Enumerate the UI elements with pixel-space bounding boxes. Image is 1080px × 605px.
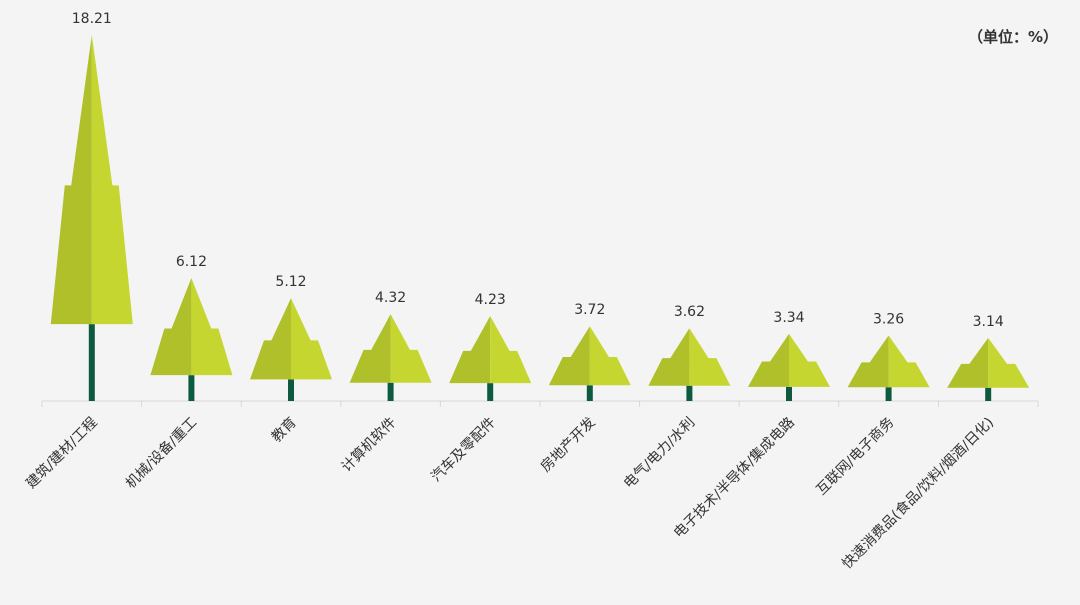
tree-foliage-upper-right	[390, 314, 412, 353]
data-label: 3.26	[873, 311, 904, 327]
tree-foliage-upper-right	[988, 337, 1010, 367]
tree-foliage-lower-left	[748, 361, 789, 387]
tree-foliage-upper-left	[668, 328, 690, 362]
tree-foliage-upper-right	[291, 298, 312, 344]
tree-foliage-lower-right	[390, 349, 432, 383]
tree-foliage-lower-right	[789, 361, 830, 387]
tree-foliage-upper-left	[270, 298, 291, 344]
tree-trunk	[786, 386, 792, 401]
data-label: 3.62	[674, 304, 705, 320]
tree-foliage-lower-left	[150, 328, 192, 376]
tree-bar: 18.21	[50, 11, 133, 401]
tree-foliage-lower-left	[648, 358, 690, 386]
tree-trunk	[586, 385, 593, 401]
tree-foliage-upper-right	[689, 328, 711, 362]
tree-bar: 3.62	[648, 304, 731, 401]
tree-foliage-lower-left	[449, 350, 491, 384]
data-label: 3.72	[574, 302, 605, 318]
category-label: 电气/电力/水利	[621, 415, 698, 492]
tree-bar: 3.14	[947, 314, 1030, 401]
data-label: 4.23	[475, 292, 506, 308]
tree-trunk	[885, 387, 892, 401]
tree-foliage-upper-right	[888, 335, 910, 366]
tree-foliage-lower-left	[50, 185, 92, 325]
tree-foliage-lower-right	[191, 328, 233, 376]
tree-foliage-upper-left	[867, 335, 889, 366]
category-label: 计算机软件	[339, 415, 400, 476]
tree-bar: 3.34	[748, 310, 830, 401]
data-label: 5.12	[275, 274, 306, 290]
category-label: 建筑/建材/工程	[23, 415, 100, 492]
tree-foliage-upper-left	[70, 34, 92, 189]
tree-foliage-lower-left	[548, 356, 590, 386]
tree-foliage-upper-right	[589, 326, 611, 360]
category-label: 汽车及零配件	[428, 414, 499, 485]
category-label: 房地产开发	[538, 415, 599, 476]
tree-trunk	[387, 382, 394, 401]
tree-bar: 6.12	[150, 254, 233, 401]
tree-foliage-lower-right	[291, 340, 332, 380]
tree-bar: 5.12	[250, 274, 332, 401]
tree-bar: 4.32	[349, 290, 432, 401]
tree-trunk	[288, 379, 294, 401]
tree-foliage-lower-right	[689, 358, 731, 386]
tree-bar: 3.72	[548, 302, 631, 401]
tree-foliage-lower-right	[589, 356, 631, 386]
category-label: 教育	[269, 415, 300, 446]
tree-foliage-lower-right	[888, 362, 930, 388]
data-label: 3.34	[773, 310, 804, 326]
tree-foliage-upper-right	[490, 315, 512, 354]
tree-foliage-upper-right	[91, 34, 113, 189]
tree-trunk	[88, 324, 95, 401]
tree-foliage-upper-left	[568, 326, 590, 360]
tree-trunk	[188, 375, 195, 401]
tree-foliage-lower-left	[349, 349, 391, 383]
data-label: 6.12	[176, 254, 207, 270]
category-label: 机械/设备/重工	[122, 414, 200, 492]
tree-foliage-lower-left	[847, 362, 889, 388]
tree-foliage-upper-left	[469, 315, 491, 354]
tree-bar: 3.26	[847, 311, 930, 401]
tree-foliage-lower-left	[947, 363, 989, 388]
tree-foliage-lower-right	[988, 363, 1030, 388]
tree-foliage-upper-left	[170, 277, 192, 332]
category-label: 互联网/电子商务	[813, 415, 897, 499]
tree-bar: 4.23	[449, 292, 532, 401]
tree-foliage-lower-right	[490, 350, 532, 384]
tree-foliage-lower-right	[91, 185, 133, 325]
tree-foliage-upper-left	[967, 337, 989, 367]
tree-trunk	[487, 383, 494, 401]
data-label: 18.21	[72, 11, 112, 27]
tree-foliage-upper-right	[191, 277, 213, 332]
tree-foliage-lower-left	[250, 340, 291, 380]
data-label: 4.32	[375, 290, 406, 306]
unit-label: （单位：%）	[967, 28, 1058, 46]
tree-trunk	[985, 387, 992, 401]
tree-foliage-upper-left	[369, 314, 391, 353]
data-label: 3.14	[973, 314, 1004, 330]
tree-foliage-upper-left	[768, 333, 789, 365]
tree-trunk	[686, 385, 693, 401]
tree-foliage-upper-right	[789, 333, 810, 365]
